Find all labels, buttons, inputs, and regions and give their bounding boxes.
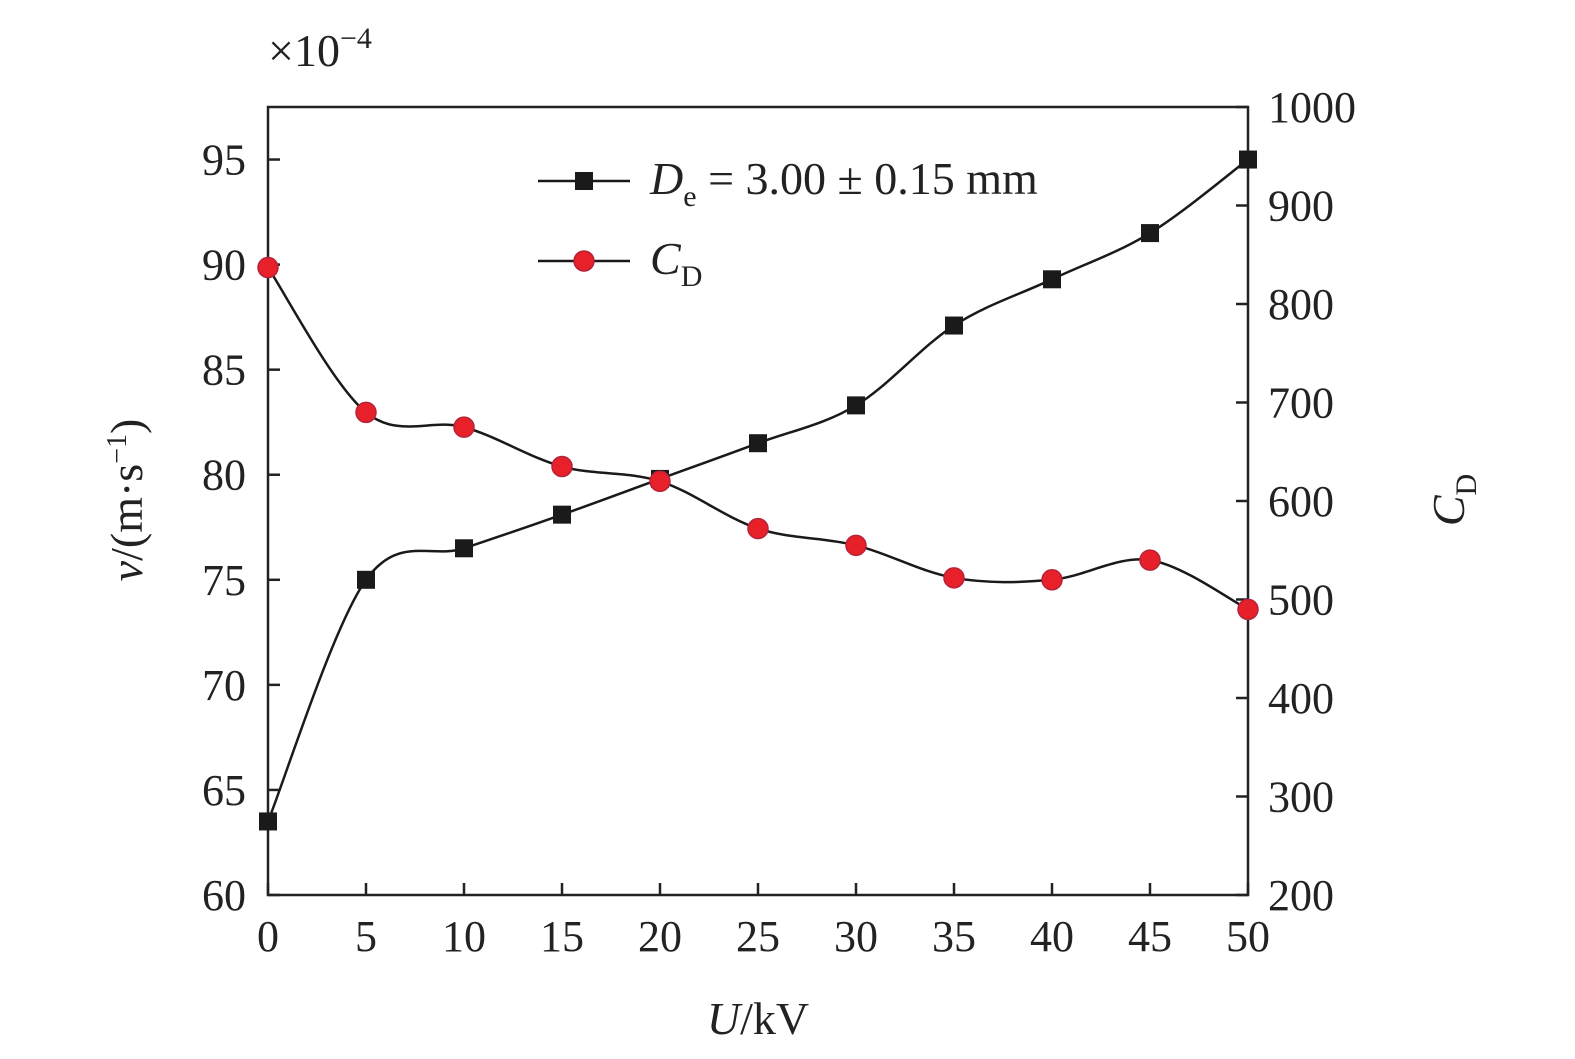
- x-tick-label: 35: [932, 912, 976, 961]
- right-y-tick-label: 900: [1268, 182, 1334, 231]
- series-1-point: [1239, 150, 1257, 169]
- legend-label-series-1-var: D: [649, 153, 683, 204]
- legend-label-series-2: CD: [650, 233, 702, 293]
- left-y-tick-label: 85: [202, 346, 246, 395]
- legend-label-series-1-rest: = 3.00 ± 0.15 mm: [697, 153, 1038, 204]
- right-y-axis-title: CD: [1423, 474, 1483, 526]
- series-2-point: [355, 401, 377, 424]
- right-y-axis-title-var: C: [1423, 494, 1474, 526]
- left-y-axis-title: v/(m·s−1): [101, 419, 152, 582]
- x-tick-label: 10: [442, 912, 486, 961]
- left-y-multiplier-base: ×10: [268, 25, 340, 76]
- series-1-point: [553, 505, 571, 524]
- x-tick-label: 20: [638, 912, 682, 961]
- x-tick-label: 0: [257, 912, 279, 961]
- left-y-multiplier: ×10−4: [268, 22, 372, 76]
- left-y-axis-title-open: /(m·s: [101, 464, 152, 561]
- left-y-tick-label: 90: [202, 241, 246, 290]
- left-y-tick-label: 60: [202, 871, 246, 920]
- series-1-point: [1043, 270, 1061, 289]
- right-y-tick-label: 500: [1268, 576, 1334, 625]
- legend-marker-series-1: [575, 172, 593, 190]
- x-axis-title-unit: /kV: [740, 993, 809, 1044]
- right-y-tick-label: 300: [1268, 773, 1334, 822]
- series-1-point: [259, 812, 277, 831]
- x-axis-title: U/kV: [707, 993, 809, 1044]
- x-axis-ticks: 0 5 10 15 20 25 30 35 40 45 50: [257, 883, 1270, 961]
- x-axis-title-var: U: [707, 993, 743, 1044]
- x-tick-label: 30: [834, 912, 878, 961]
- series-1-point: [847, 396, 865, 415]
- left-y-tick-label: 65: [202, 766, 246, 815]
- series-1-point: [749, 434, 767, 453]
- series-2-point: [1139, 549, 1161, 571]
- series-1-point: [455, 539, 473, 558]
- left-y-tick-label: 95: [202, 136, 246, 185]
- series-2-point: [747, 517, 769, 540]
- x-tick-label: 25: [736, 912, 780, 961]
- left-y-axis-title-var: v: [101, 560, 152, 581]
- series-2-point: [551, 455, 573, 478]
- left-y-axis-ticks: 60 65 70 75 80 85 90 95: [202, 136, 280, 920]
- right-y-tick-label: 1000: [1268, 83, 1356, 132]
- legend: De = 3.00 ± 0.15 mm CD: [538, 153, 1038, 293]
- series-1-point: [945, 316, 963, 335]
- series-2-point: [943, 567, 965, 589]
- series-2-point: [453, 416, 475, 438]
- series-2-point: [1041, 569, 1063, 591]
- left-y-multiplier-exp: −4: [340, 22, 372, 55]
- legend-label-series-1-sub: e: [683, 180, 696, 213]
- series-1-point: [1141, 224, 1159, 243]
- right-y-tick-label: 700: [1268, 379, 1334, 428]
- x-tick-label: 40: [1030, 912, 1074, 961]
- left-y-tick-label: 70: [202, 661, 246, 710]
- series-curves: [266, 158, 1249, 822]
- series-2-point: [649, 470, 671, 493]
- plot-area-frame: [266, 105, 1250, 897]
- left-y-tick-label: 75: [202, 556, 246, 605]
- legend-label-series-2-var: C: [650, 233, 682, 284]
- legend-label-series-1: De = 3.00 ± 0.15 mm: [649, 153, 1038, 213]
- right-y-axis-ticks: 200 300 400 500 600 700 800 900 1000: [1236, 83, 1356, 920]
- left-y-axis-title-close: ): [101, 419, 152, 434]
- legend-marker-series-2: [573, 250, 595, 272]
- right-y-axis-title-sub: D: [1450, 474, 1483, 496]
- series-markers: [257, 150, 1259, 831]
- right-y-tick-label: 400: [1268, 674, 1334, 723]
- series-1-curve: [266, 158, 1249, 822]
- right-y-tick-label: 800: [1268, 280, 1334, 329]
- x-tick-label: 5: [355, 912, 377, 961]
- series-2-point: [845, 534, 867, 557]
- series-1-point: [357, 570, 375, 589]
- legend-label-series-2-sub: D: [681, 260, 703, 293]
- x-tick-label: 45: [1128, 912, 1172, 961]
- series-2-point: [257, 256, 279, 279]
- left-y-axis-title-sup: −1: [102, 434, 133, 464]
- left-y-tick-label: 80: [202, 451, 246, 500]
- x-tick-label: 15: [540, 912, 584, 961]
- right-y-tick-label: 600: [1268, 477, 1334, 526]
- right-y-tick-label: 200: [1268, 871, 1334, 920]
- x-tick-label: 50: [1226, 912, 1270, 961]
- series-2-point: [1237, 598, 1259, 621]
